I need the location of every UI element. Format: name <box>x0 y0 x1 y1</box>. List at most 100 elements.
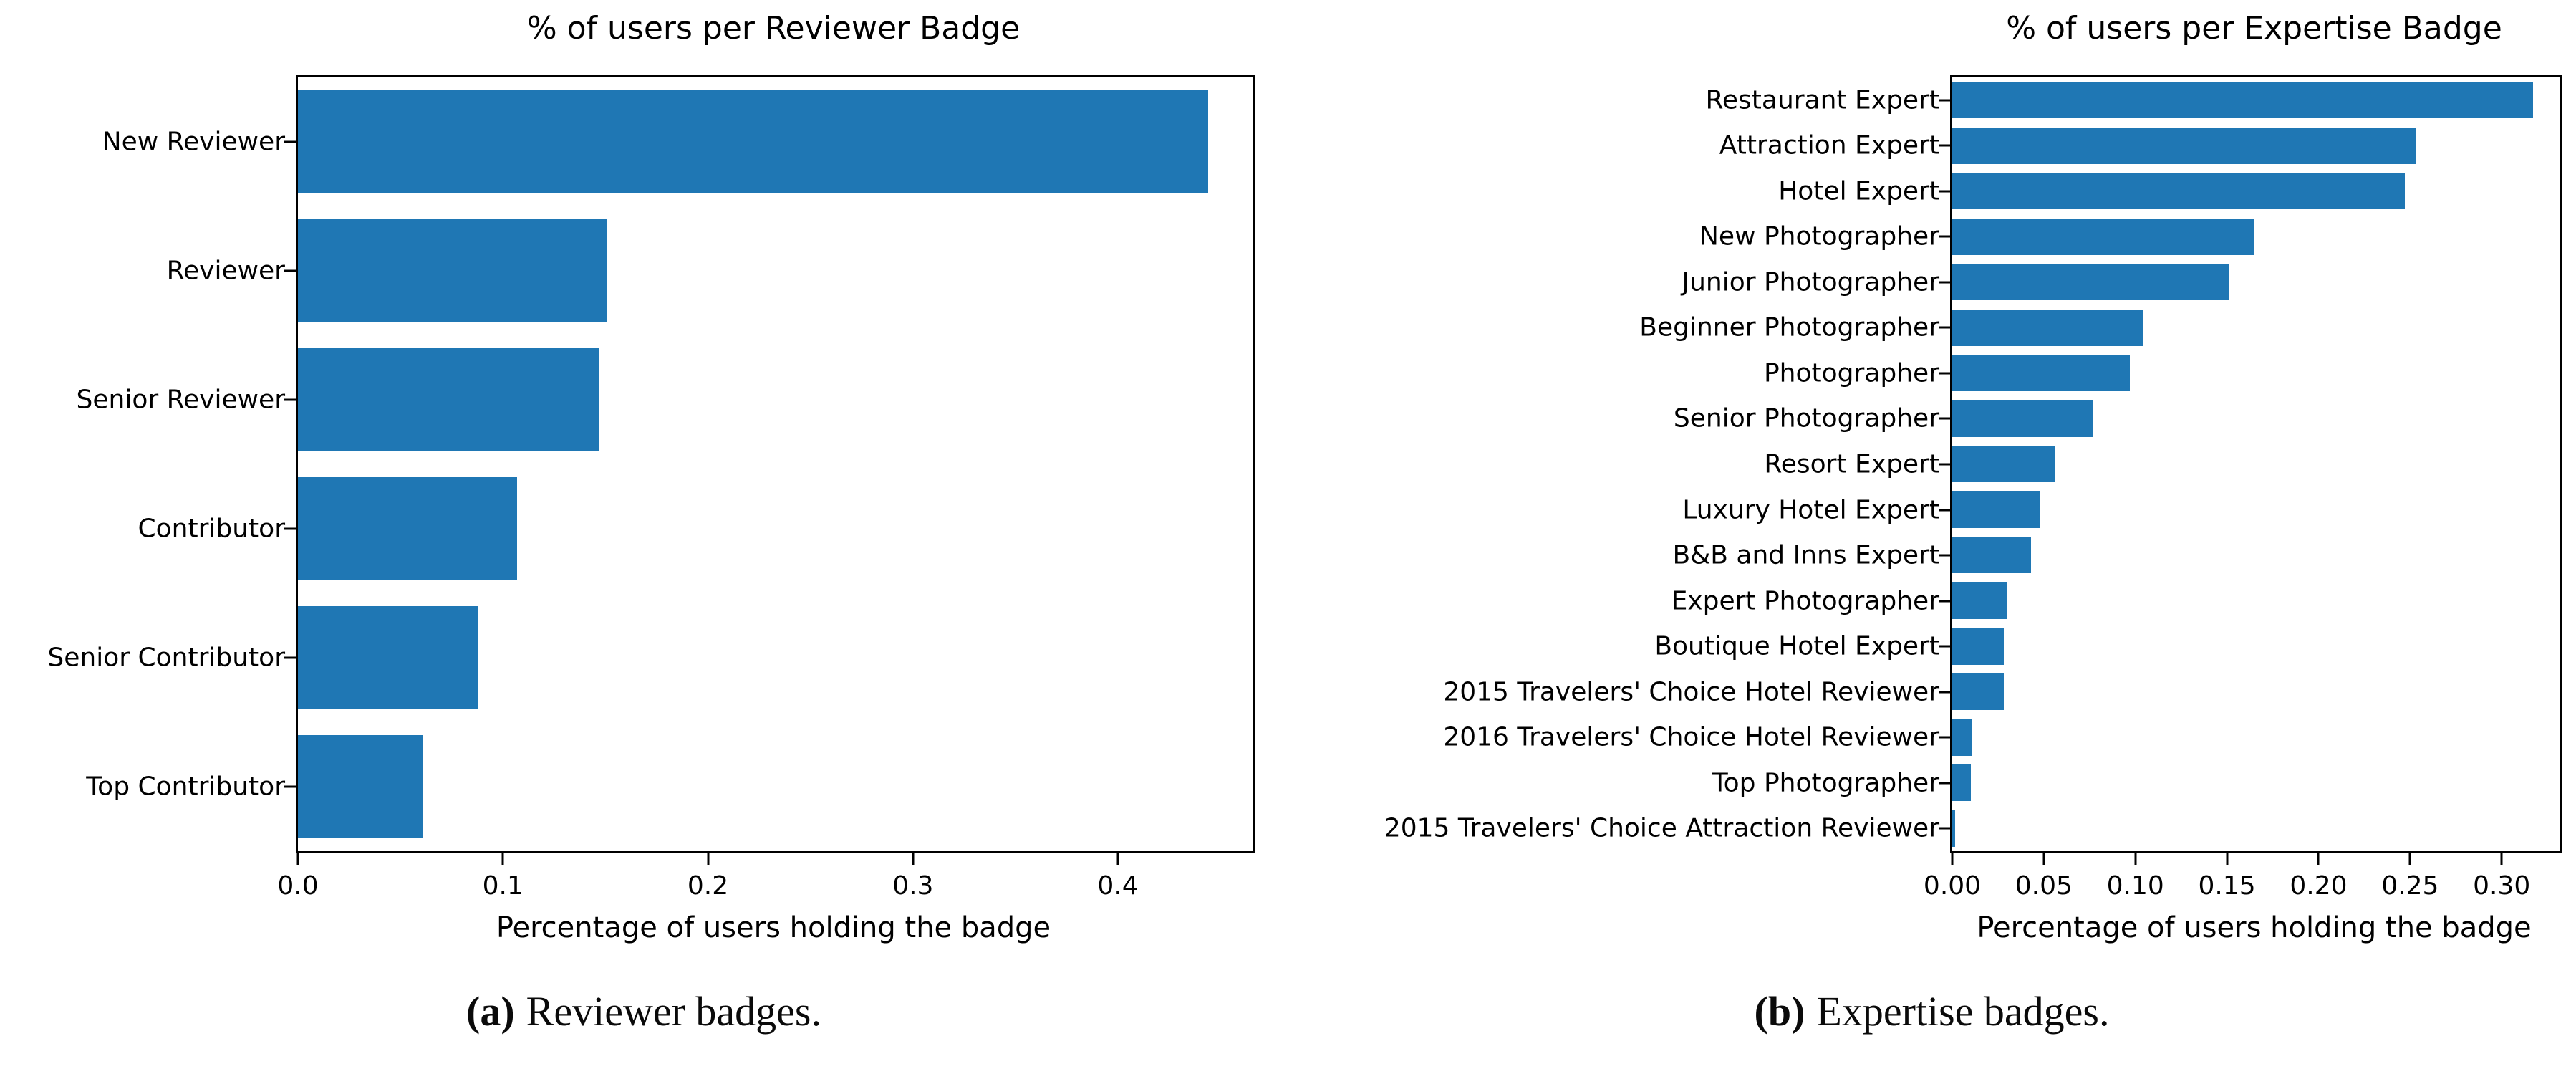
x-tick-label: 0.4 <box>1097 871 1139 901</box>
bar <box>1952 446 2055 483</box>
y-tick-label: Photographer <box>1763 358 1939 388</box>
y-tick-label: 2016 Travelers' Choice Hotel Reviewer <box>1443 722 1939 752</box>
bar <box>1952 491 2040 528</box>
y-tick-label: Hotel Expert <box>1778 176 1939 206</box>
x-tick-label: 0.10 <box>2106 871 2164 901</box>
bar <box>298 477 518 580</box>
x-tick-label: 0.20 <box>2290 871 2348 901</box>
x-tick-label: 0.15 <box>2198 871 2256 901</box>
x-tick-mark <box>2134 853 2137 865</box>
x-tick-mark <box>2042 853 2045 865</box>
plot-area: Restaurant Expert Attraction Expert Hotel … <box>1384 75 2562 901</box>
y-tick-mark <box>1939 554 1950 557</box>
y-tick-label: New Photographer <box>1699 221 1939 251</box>
y-tick-label: Restaurant Expert <box>1705 85 1940 115</box>
y-tick-mark <box>1939 827 1950 830</box>
x-tick-mark <box>1951 853 1954 865</box>
x-tick-label: 0.0 <box>277 871 319 901</box>
x-tick-mark <box>2317 853 2320 865</box>
y-tick-label: Contributor <box>138 514 285 544</box>
y-tick-label: 2015 Travelers' Choice Hotel Reviewer <box>1443 677 1939 707</box>
y-tick-mark <box>284 785 296 788</box>
y-tick-label: Resort Expert <box>1764 449 1939 479</box>
subfigure-b: % of users per Expertise Badge Restauran… <box>1288 0 2576 1084</box>
y-tick-mark <box>1939 99 1950 102</box>
y-tick-mark <box>284 269 296 272</box>
y-tick-mark <box>1939 782 1950 785</box>
y-tick-mark <box>284 656 296 659</box>
y-tick-mark <box>1939 509 1950 512</box>
caption-label: (b) <box>1754 988 1805 1035</box>
y-tick-mark <box>284 527 296 530</box>
x-tick-mark <box>2500 853 2503 865</box>
subfigure-a: % of users per Reviewer Badge New Review… <box>0 10 1288 1035</box>
chart-title: % of users per Expertise Badge <box>2006 10 2502 47</box>
bar <box>1952 764 1971 802</box>
bar <box>298 735 423 838</box>
y-tick-label: Senior Photographer <box>1673 403 1939 433</box>
bar <box>1952 218 2254 255</box>
bar <box>1952 355 2131 392</box>
y-tick-label: Junior Photographer <box>1682 267 1939 297</box>
bar <box>1952 173 2405 210</box>
bar <box>1952 810 1955 847</box>
subfigure-caption: (b) Expertise badges. <box>1288 987 2576 1035</box>
y-tick-label: Boutique Hotel Expert <box>1654 631 1939 661</box>
bar <box>1952 310 2143 346</box>
bar <box>1952 719 1973 756</box>
y-tick-label: Expert Photographer <box>1671 586 1939 616</box>
y-tick-mark <box>1939 736 1950 739</box>
y-tick-mark <box>284 140 296 143</box>
y-tick-label: New Reviewer <box>102 127 285 157</box>
y-tick-mark <box>1939 600 1950 603</box>
subfigure-caption: (a) Reviewer badges. <box>0 987 1288 1035</box>
caption-text: Reviewer badges. <box>526 988 821 1035</box>
x-tick-label: 0.1 <box>482 871 524 901</box>
bar <box>1952 400 2093 437</box>
y-tick-mark <box>1939 235 1950 238</box>
caption-text: Expertise badges. <box>1816 988 2110 1035</box>
x-tick-mark <box>2226 853 2229 865</box>
y-tick-mark <box>1939 190 1950 193</box>
y-tick-label: Attraction Expert <box>1719 130 1939 160</box>
x-tick-label: 0.05 <box>2015 871 2073 901</box>
y-tick-label: Top Photographer <box>1712 768 1939 798</box>
y-tick-mark <box>1939 144 1950 147</box>
bar <box>1952 264 2229 301</box>
y-tick-label: Reviewer <box>166 256 285 286</box>
x-tick-label: 0.25 <box>2381 871 2439 901</box>
chart-title: % of users per Reviewer Badge <box>526 10 1021 47</box>
x-tick-mark <box>1116 853 1119 865</box>
x-tick-label: 0.30 <box>2473 871 2531 901</box>
bar <box>1952 582 2007 619</box>
y-tick-label: B&B and Inns Expert <box>1672 540 1940 570</box>
y-tick-label: Luxury Hotel Expert <box>1682 495 1939 525</box>
y-tick-mark <box>1939 326 1950 329</box>
y-tick-mark <box>1939 691 1950 694</box>
y-tick-mark <box>1939 417 1950 420</box>
caption-label: (a) <box>466 988 515 1035</box>
y-tick-label: Senior Contributor <box>47 643 285 673</box>
x-tick-mark <box>2408 853 2411 865</box>
bar <box>1952 127 2416 164</box>
y-tick-label: Beginner Photographer <box>1639 312 1939 342</box>
x-tick-mark <box>912 853 915 865</box>
bar <box>1952 82 2533 119</box>
bar <box>1952 673 2004 711</box>
y-tick-mark <box>1939 645 1950 648</box>
bar <box>298 348 599 451</box>
y-tick-mark <box>1939 372 1950 375</box>
bar <box>1952 628 2004 665</box>
x-tick-label: 0.00 <box>1923 871 1982 901</box>
y-tick-mark <box>1939 281 1950 284</box>
x-tick-label: 0.3 <box>892 871 934 901</box>
y-tick-mark <box>284 398 296 401</box>
bar <box>298 90 1209 193</box>
y-tick-label: Top Contributor <box>86 772 285 802</box>
bar <box>1952 537 2031 574</box>
x-axis-title: Percentage of users holding the badge <box>496 911 1051 944</box>
plot-area: New Reviewer Reviewer Senior Reviewer Contr… <box>47 75 1255 901</box>
bar <box>298 219 608 322</box>
x-axis-title: Percentage of users holding the badge <box>1977 911 2532 944</box>
